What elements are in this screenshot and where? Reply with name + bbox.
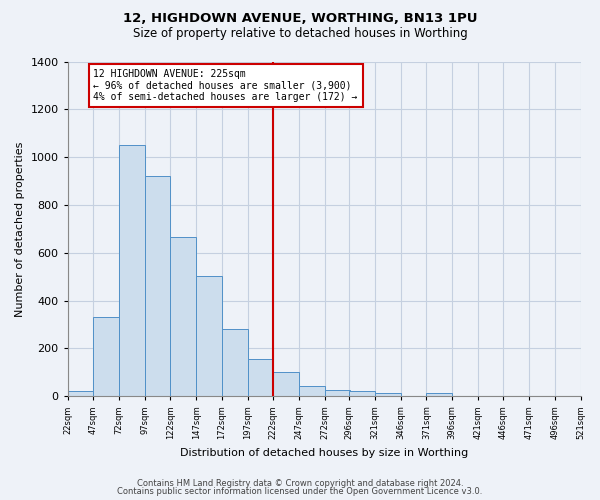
Bar: [375, 392, 401, 396]
Bar: [196, 276, 222, 396]
Text: Contains HM Land Registry data © Crown copyright and database right 2024.: Contains HM Land Registry data © Crown c…: [137, 478, 463, 488]
Bar: [94, 318, 119, 396]
Bar: [145, 176, 170, 396]
Bar: [349, 391, 375, 396]
Bar: [299, 386, 325, 396]
Text: Size of property relative to detached houses in Worthing: Size of property relative to detached ho…: [133, 28, 467, 40]
Bar: [325, 390, 350, 396]
Bar: [273, 372, 299, 396]
Bar: [119, 145, 145, 397]
Text: Contains public sector information licensed under the Open Government Licence v3: Contains public sector information licen…: [118, 487, 482, 496]
Bar: [68, 392, 94, 396]
Bar: [222, 330, 248, 396]
Bar: [170, 238, 196, 396]
X-axis label: Distribution of detached houses by size in Worthing: Distribution of detached houses by size …: [180, 448, 468, 458]
Text: 12 HIGHDOWN AVENUE: 225sqm
← 96% of detached houses are smaller (3,900)
4% of se: 12 HIGHDOWN AVENUE: 225sqm ← 96% of deta…: [94, 68, 358, 102]
Bar: [248, 359, 273, 397]
Bar: [427, 394, 452, 396]
Text: 12, HIGHDOWN AVENUE, WORTHING, BN13 1PU: 12, HIGHDOWN AVENUE, WORTHING, BN13 1PU: [123, 12, 477, 26]
Y-axis label: Number of detached properties: Number of detached properties: [15, 141, 25, 316]
